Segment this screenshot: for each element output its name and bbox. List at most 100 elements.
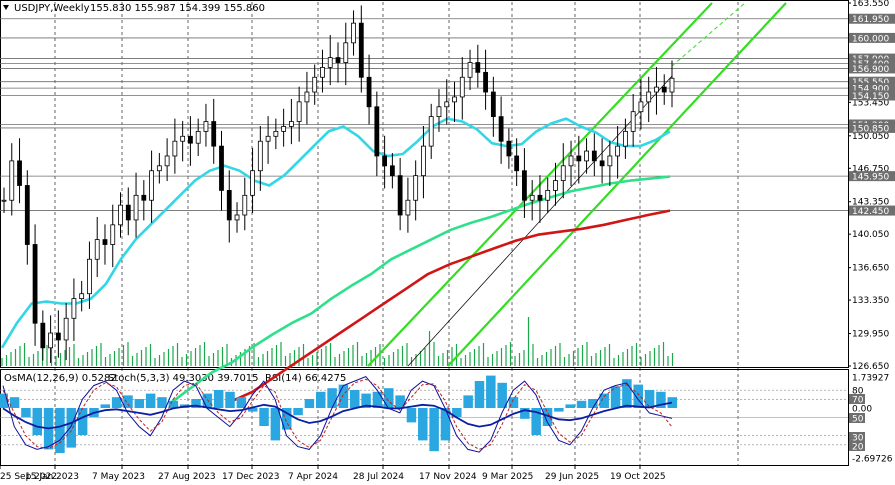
osma-bar	[281, 408, 292, 430]
time-tick-label: 25 Sep 2022	[0, 472, 57, 482]
time-tick-label: 29 Jun 2025	[545, 472, 599, 482]
osma-bar	[452, 408, 462, 417]
price-axis: 163.550 160.000 156.900 153.450 150.050 146.7…	[848, 0, 895, 372]
stoch-signal-line	[2, 378, 673, 450]
candle-body	[553, 180, 558, 191]
osma-bar	[486, 375, 496, 408]
osma-bar	[508, 397, 519, 408]
candle-body	[118, 204, 123, 226]
candle-body	[669, 77, 675, 93]
time-tick-label: 7 Apr 2024	[288, 472, 338, 482]
indicator-level-box	[849, 394, 865, 404]
ma-fast-line	[0, 117, 671, 349]
candle-body	[630, 111, 636, 132]
candle-body	[366, 76, 372, 108]
candle-body	[560, 165, 566, 181]
candle-body	[436, 106, 442, 118]
candle-body	[63, 317, 69, 341]
time-tick-label: 28 Jul 2024	[353, 472, 404, 482]
osma-bar	[100, 404, 111, 408]
level-label: 145.950	[852, 173, 889, 183]
osma-bar	[111, 397, 122, 408]
osma-bar	[418, 408, 428, 441]
candle-body	[335, 57, 341, 63]
header-symbol: USDJPY,Weekly	[14, 3, 90, 14]
indicator-tick-label: 70	[852, 396, 864, 406]
osma-bar	[327, 388, 337, 408]
candle-body	[234, 214, 240, 221]
level-label: 156.900	[852, 65, 889, 75]
candle-body	[195, 130, 201, 144]
collapse-triangle-icon[interactable]	[3, 5, 9, 10]
candle-body	[71, 298, 77, 319]
price-tick-label: 133.350	[852, 296, 889, 306]
osma-bar	[32, 408, 43, 435]
candle-body	[296, 101, 302, 122]
candle-body	[156, 165, 162, 172]
candle-body	[110, 224, 116, 245]
price-tick-label: 126.650	[852, 362, 889, 372]
osma-bar	[293, 408, 303, 416]
osma-bar	[202, 393, 213, 408]
candle-body	[459, 76, 465, 98]
candle-body	[125, 204, 131, 221]
ma-slow-line	[229, 209, 671, 404]
price-tick-label: 136.650	[852, 264, 889, 274]
candle-body	[661, 86, 667, 93]
main-pane-frame	[0, 0, 849, 368]
candle-body	[522, 170, 527, 201]
candle-body	[537, 194, 543, 201]
time-tick-label: 7 May 2023	[92, 472, 145, 482]
indicator-stoch-label: Stoch(5,3,3) 49.3030 39.7015	[108, 373, 259, 384]
indicator-tick-label: 0.00	[852, 405, 872, 415]
candle-body	[55, 332, 61, 341]
osma-bar	[542, 408, 553, 426]
candle-body	[514, 155, 520, 172]
price-tick-label: 129.950	[852, 330, 889, 340]
osma-bar	[168, 400, 179, 408]
time-tick-label: 27 Aug 2023	[158, 472, 216, 482]
osma-bar	[9, 397, 20, 408]
indicator-tick-label: 50	[852, 415, 864, 425]
osma-bar	[66, 408, 77, 448]
volume-bars	[1, 317, 674, 366]
candle-body	[149, 170, 154, 201]
candle-body	[79, 293, 85, 300]
osma-bar	[384, 388, 394, 408]
candle-body	[320, 67, 325, 78]
osma-bar	[622, 379, 632, 408]
osma-bar	[123, 395, 133, 408]
osma-bar	[213, 390, 224, 408]
rsi-line	[2, 401, 673, 430]
candle-body	[242, 194, 248, 216]
candle-body	[17, 160, 22, 186]
candle-body	[444, 101, 450, 108]
candle-body	[219, 145, 224, 191]
candle-body	[211, 121, 217, 147]
indicator-tick-label: 1.73927	[852, 374, 889, 384]
moving-averages	[0, 117, 671, 404]
osma-bar	[259, 408, 269, 426]
candle-body	[374, 106, 380, 157]
price-tick-label: 143.350	[852, 198, 889, 208]
osma-bar	[372, 391, 383, 408]
indicator-tick-label: 20	[852, 443, 864, 453]
candle-body	[226, 190, 232, 221]
level-label-box	[849, 205, 895, 216]
osma-bar	[361, 393, 371, 408]
candle-body	[358, 22, 364, 78]
candle-body	[421, 145, 426, 177]
candle-body	[188, 135, 193, 144]
level-label: 142.450	[852, 207, 889, 217]
candle-body	[475, 62, 481, 73]
level-label-box	[849, 63, 895, 74]
osma-bar	[157, 397, 167, 408]
candle-body	[164, 155, 170, 167]
osma-bar	[520, 408, 530, 419]
price-tick-label: 163.550	[852, 0, 889, 9]
osma-bar	[497, 382, 507, 408]
level-label-box	[849, 122, 895, 133]
candle-body	[654, 86, 659, 93]
